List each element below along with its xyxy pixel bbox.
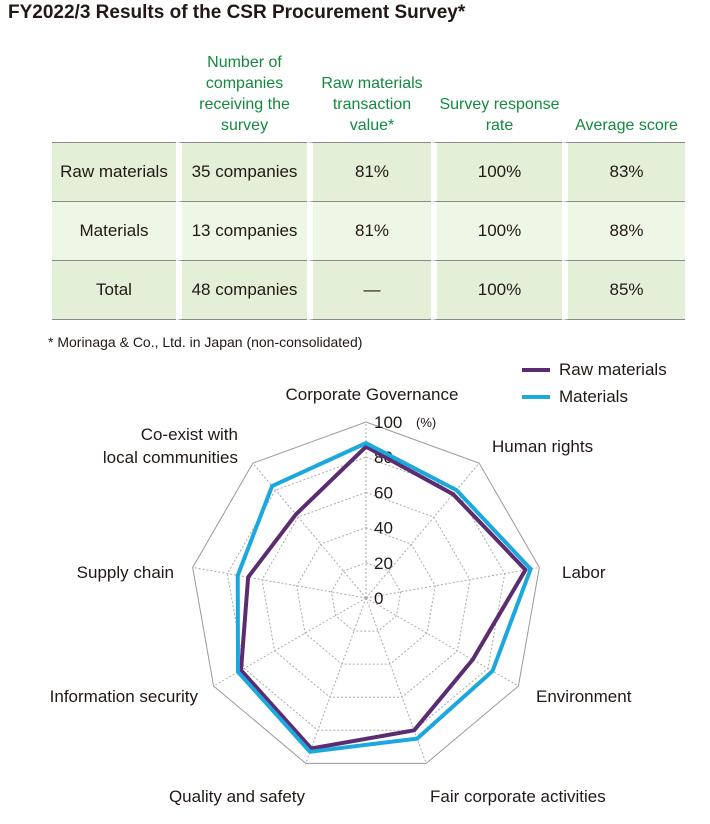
grid-spoke bbox=[305, 597, 367, 764]
chart-legend: Raw materials Materials bbox=[522, 356, 667, 410]
footnote: * Morinaga & Co., Ltd. in Japan (non-con… bbox=[48, 334, 363, 350]
axis-label: Quality and safety bbox=[169, 787, 306, 806]
legend-swatch bbox=[522, 394, 550, 399]
table-header-average-score: Average score bbox=[562, 52, 685, 142]
table-header-transaction-value: Raw materials transaction value* bbox=[307, 52, 431, 142]
axis-label: Human rights bbox=[492, 437, 593, 456]
tick-label: 20 bbox=[374, 554, 393, 573]
axis-label: Supply chain bbox=[77, 563, 174, 582]
row-average-score: 83% bbox=[562, 142, 685, 202]
legend-label: Materials bbox=[559, 386, 628, 406]
row-transaction-value: 81% bbox=[307, 142, 431, 202]
legend-label: Raw materials bbox=[559, 359, 667, 379]
grid-spoke bbox=[252, 462, 367, 599]
tick-label: 100 bbox=[374, 413, 402, 432]
page-title: FY2022/3 Results of the CSR Procurement … bbox=[8, 2, 466, 23]
series-line bbox=[235, 441, 533, 754]
legend-item-raw-materials: Raw materials bbox=[522, 356, 667, 383]
unit-label: (%) bbox=[416, 415, 436, 430]
table-header-companies: Number of companies receiving the survey bbox=[176, 52, 307, 142]
grid-spoke bbox=[365, 597, 519, 687]
legend-item-materials: Materials bbox=[522, 383, 667, 410]
axis-label: Corporate Governance bbox=[286, 385, 459, 404]
table-header-response-rate: Survey response rate bbox=[431, 52, 562, 142]
row-response-rate: 100% bbox=[431, 261, 562, 320]
row-companies: 35 companies bbox=[176, 142, 307, 202]
row-average-score: 88% bbox=[562, 202, 685, 261]
axis-label: Information security bbox=[50, 687, 199, 706]
grid-ring bbox=[330, 562, 402, 632]
row-category: Raw materials bbox=[52, 142, 176, 202]
table-row: Raw materials 35 companies 81% 100% 83% bbox=[52, 142, 685, 202]
row-category: Total bbox=[52, 261, 176, 320]
table-row: Materials 13 companies 81% 100% 88% bbox=[52, 202, 685, 261]
grid-ring bbox=[296, 527, 436, 665]
row-average-score: 85% bbox=[562, 261, 685, 320]
series-line bbox=[239, 444, 528, 751]
grid-spoke bbox=[192, 566, 367, 599]
axis-label: Labor bbox=[562, 563, 606, 582]
grid-spoke bbox=[365, 597, 427, 764]
row-category: Materials bbox=[52, 202, 176, 261]
grid-ring bbox=[226, 456, 506, 731]
axis-label: Fair corporate activities bbox=[430, 787, 606, 806]
axis-label: Environment bbox=[536, 687, 632, 706]
grid-spoke bbox=[365, 566, 540, 599]
tick-label: 60 bbox=[374, 483, 393, 502]
row-transaction-value: 81% bbox=[307, 202, 431, 261]
survey-table: Number of companies receiving the survey… bbox=[52, 52, 685, 320]
table-row: Total 48 companies — 100% 85% bbox=[52, 261, 685, 320]
row-response-rate: 100% bbox=[431, 142, 562, 202]
grid-ring bbox=[261, 491, 471, 698]
tick-label: 40 bbox=[374, 519, 393, 538]
grid-ring bbox=[192, 421, 540, 764]
row-companies: 13 companies bbox=[176, 202, 307, 261]
tick-label: 0 bbox=[374, 589, 383, 608]
grid-spoke bbox=[365, 462, 480, 599]
row-companies: 48 companies bbox=[176, 261, 307, 320]
row-response-rate: 100% bbox=[431, 202, 562, 261]
row-transaction-value: — bbox=[307, 261, 431, 320]
legend-swatch bbox=[522, 367, 550, 372]
grid-spoke bbox=[213, 597, 367, 687]
axis-label: Co-exist with local communities bbox=[103, 425, 238, 467]
